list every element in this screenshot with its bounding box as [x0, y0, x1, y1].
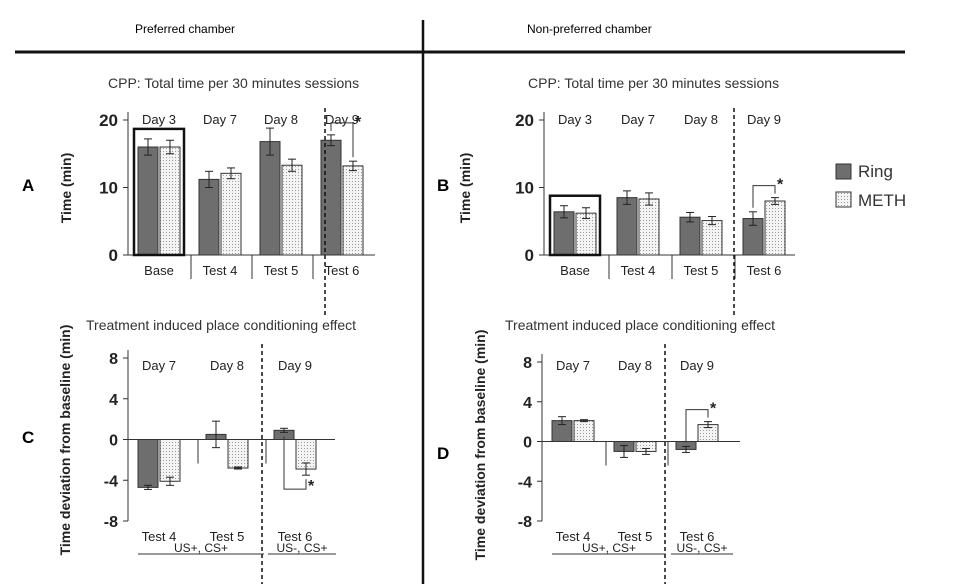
panel-b-ytick-label: 0 — [525, 246, 534, 265]
panel-a-ytick-label: 0 — [109, 246, 118, 265]
header-preferred-chamber: Preferred chamber — [135, 22, 235, 36]
panel-b-significance-star: * — [777, 177, 784, 194]
legend-meth-label: METH — [858, 191, 906, 210]
panel-d-ytick-label: 8 — [523, 355, 532, 372]
panel-d-day-label: Day 9 — [680, 358, 714, 373]
panel-a-bar-meth — [220, 172, 242, 256]
panel-b-day-label: Day 7 — [621, 112, 655, 127]
panel-b-bar-meth — [701, 220, 723, 256]
panel-a-day-label: Day 3 — [142, 112, 176, 127]
panel-a-title: CPP: Total time per 30 minutes sessions — [108, 75, 359, 91]
panel-b-bar-meth — [575, 212, 597, 256]
panel-c-ytick-label: 0 — [109, 433, 118, 450]
panel-a-ytick-label: 10 — [99, 179, 118, 198]
panel-d-ylabel: Time deviation from baseline (min) — [472, 330, 488, 561]
panel-a-category-label: Base — [144, 263, 174, 278]
legend: Ring METH — [835, 162, 906, 210]
panel-a-bar-ring — [259, 141, 281, 256]
panel-c-bar-ring — [137, 439, 159, 488]
panel-c-day-label: Day 9 — [278, 358, 312, 373]
panel-d-group-label: US+, CS+ — [582, 541, 636, 555]
panel-a-bar-meth — [281, 164, 303, 256]
panel-c-group-label: US-, CS+ — [276, 541, 327, 555]
panel-a-significance-bracket — [330, 122, 354, 158]
panel-c-category-label: Test 6 — [278, 529, 313, 544]
panel-c-day-label: Day 8 — [210, 358, 244, 373]
panel-d-ytick-label: -4 — [518, 474, 532, 491]
panel-a-bar-meth — [342, 165, 364, 256]
panel-d-ytick-label: 0 — [523, 435, 532, 452]
panel-d-title: Treatment induced place conditioning eff… — [505, 317, 775, 333]
legend-ring-swatch — [835, 163, 852, 180]
panel-c-bar-meth — [159, 439, 181, 482]
panel-b-category-label: Base — [560, 263, 590, 278]
panel-d-bar-meth — [573, 420, 595, 443]
panel-label-a: A — [22, 176, 34, 195]
panel-c-significance-bracket — [283, 436, 307, 490]
panel-a-ytick-label: 20 — [99, 111, 118, 130]
panel-c-group-label: US+, CS+ — [174, 541, 228, 555]
panel-a-bar-meth — [159, 146, 181, 256]
panel-a-ylabel: Time (min) — [58, 153, 74, 224]
panel-d-day-label: Day 7 — [556, 358, 590, 373]
panel-d-ytick-label: -8 — [518, 514, 532, 531]
panel-c-ylabel: Time deviation from baseline (min) — [57, 325, 73, 556]
panel-b-day-label: Day 8 — [684, 112, 718, 127]
panel-label-d: D — [437, 444, 449, 463]
panel-b-ytick-label: 20 — [515, 111, 534, 130]
panel-label-c: C — [22, 428, 34, 447]
header-non-preferred-chamber: Non-preferred chamber — [527, 22, 652, 36]
panel-b-significance-bracket — [752, 185, 776, 208]
panel-d-category-label: Test 5 — [618, 529, 653, 544]
panel-a-baseline-box — [132, 127, 186, 257]
panel-b-day-label: Day 3 — [558, 112, 592, 127]
panel-b-day-label: Day 9 — [747, 112, 781, 127]
panel-c-title: Treatment induced place conditioning eff… — [86, 317, 356, 333]
panel-b-category-label: Test 5 — [684, 263, 719, 278]
panel-c-ytick-label: -4 — [104, 473, 118, 490]
panel-c-ytick-label: 4 — [109, 392, 118, 409]
panel-c-bar-meth — [227, 439, 249, 469]
panel-a-bar-ring — [137, 146, 159, 256]
panel-b-category-label: Test 6 — [747, 263, 782, 278]
panel-c-significance-star: * — [308, 478, 315, 495]
panel-b-ytick-label: 10 — [515, 179, 534, 198]
panel-c-ytick-label: -8 — [104, 514, 118, 531]
legend-meth-swatch — [835, 191, 852, 208]
panel-a-day-label: Day 8 — [264, 112, 298, 127]
panel-c-ytick-label: 8 — [109, 351, 118, 368]
panel-a-bar-ring — [198, 178, 220, 256]
panel-a-category-label: Test 6 — [325, 263, 360, 278]
panel-b-ylabel: Time (min) — [457, 153, 473, 224]
panel-a-day-label: Day 7 — [203, 112, 237, 127]
panel-a-day-label: Day 9 — [325, 112, 359, 127]
panel-a-bar-ring — [320, 139, 342, 256]
panel-d-significance-star: * — [710, 401, 717, 418]
panel-a-category-label: Test 5 — [264, 263, 299, 278]
panel-d-ytick-label: 4 — [523, 395, 532, 412]
legend-ring-label: Ring — [858, 162, 893, 181]
panel-label-b: B — [437, 176, 449, 195]
panel-b-category-label: Test 4 — [621, 263, 656, 278]
panel-b-bar-ring — [679, 216, 701, 256]
panel-d-day-label: Day 8 — [618, 358, 652, 373]
panel-d-significance-bracket — [685, 409, 709, 443]
charts: CPP: Total time per 30 minutes sessions 0… — [57, 75, 795, 584]
panel-a-significance-star: * — [355, 114, 362, 131]
panel-b-title: CPP: Total time per 30 minutes sessions — [528, 75, 779, 91]
panel-d-group-label: US-, CS+ — [676, 541, 727, 555]
panel-c-category-label: Test 5 — [210, 529, 245, 544]
panel-c-day-label: Day 7 — [142, 358, 176, 373]
panel-b-bar-ring — [616, 197, 638, 256]
panel-a-category-label: Test 4 — [203, 263, 238, 278]
panel-d-category-label: Test 6 — [680, 529, 715, 544]
panel-b-bar-meth — [638, 198, 660, 256]
panel-b-bar-meth — [764, 200, 786, 256]
panel-b-baseline-box — [548, 194, 602, 257]
panel-d-category-label: Test 4 — [556, 529, 591, 544]
panel-c-category-label: Test 4 — [142, 529, 177, 544]
